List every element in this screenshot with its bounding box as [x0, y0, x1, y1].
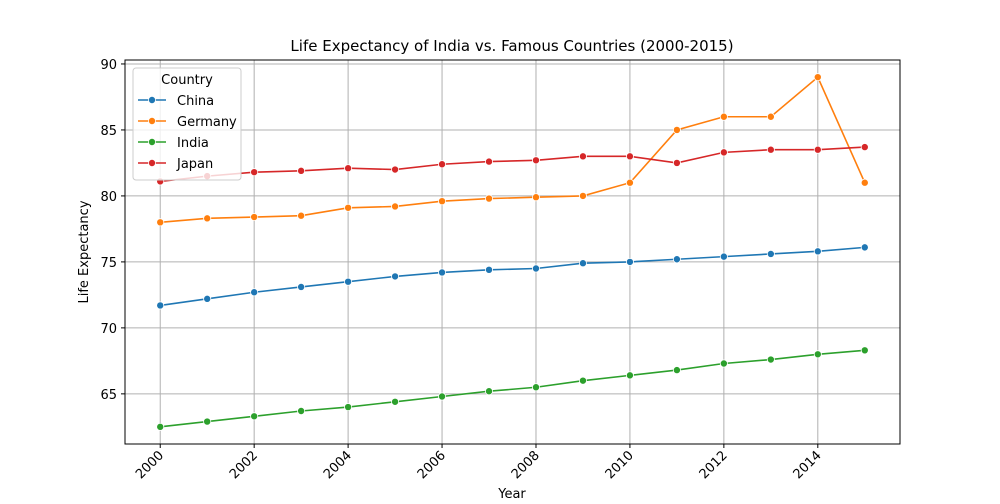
data-point [813, 350, 822, 359]
data-point [766, 112, 775, 121]
data-point [438, 197, 447, 206]
chart-title: Life Expectancy of India vs. Famous Coun… [290, 37, 733, 55]
legend-label: India [177, 136, 209, 151]
x-tick-label: 2010 [603, 448, 637, 482]
y-tick-label: 85 [100, 124, 117, 139]
legend-marker [147, 158, 156, 167]
data-point [860, 243, 869, 252]
data-point [672, 255, 681, 264]
legend-title: Country [161, 73, 213, 88]
data-point [719, 359, 728, 368]
data-point [485, 387, 494, 396]
x-tick-label: 2000 [133, 448, 167, 482]
data-point [672, 158, 681, 167]
y-tick-label: 90 [100, 58, 117, 73]
data-point [297, 166, 306, 175]
x-tick-label: 2008 [509, 448, 543, 482]
data-point [391, 397, 400, 406]
data-point [578, 376, 587, 385]
data-point [344, 164, 353, 173]
x-tick-label: 2002 [227, 448, 261, 482]
data-point [719, 148, 728, 157]
data-point [766, 145, 775, 154]
data-point [438, 392, 447, 401]
x-tick-label: 2006 [415, 448, 449, 482]
data-point [344, 403, 353, 412]
legend-box [132, 67, 242, 181]
data-point [344, 277, 353, 286]
data-point [578, 259, 587, 268]
y-tick-label: 75 [100, 256, 117, 271]
y-axis-label: Life Expectancy [77, 200, 92, 303]
data-point [297, 407, 306, 416]
data-point [813, 73, 822, 82]
y-tick-label: 65 [100, 388, 117, 403]
legend-label: Germany [177, 115, 237, 130]
data-point [203, 417, 212, 426]
data-point [625, 257, 634, 266]
data-point [250, 288, 259, 297]
data-point [578, 152, 587, 161]
legend-label: Japan [176, 157, 213, 172]
x-tick-label: 2004 [321, 448, 355, 482]
data-point [391, 202, 400, 211]
data-point [672, 366, 681, 375]
data-point [766, 355, 775, 364]
data-point [531, 383, 540, 392]
data-point [719, 112, 728, 121]
legend-marker [147, 96, 156, 105]
data-point [719, 252, 728, 261]
data-point [625, 152, 634, 161]
x-axis-label: Year [497, 487, 526, 500]
data-point [156, 218, 165, 227]
data-point [860, 143, 869, 152]
series-line [160, 146, 865, 183]
data-point [485, 265, 494, 274]
y-tick-label: 70 [100, 322, 117, 337]
data-point [485, 194, 494, 203]
data-point [250, 412, 259, 421]
data-point [813, 145, 822, 154]
data-point [250, 168, 259, 177]
data-point [203, 214, 212, 223]
data-point [438, 160, 447, 169]
data-point [860, 346, 869, 355]
series-line [160, 349, 865, 428]
data-point [391, 272, 400, 281]
data-point [531, 264, 540, 273]
data-point [672, 125, 681, 134]
legend-label: China [177, 94, 214, 109]
data-point [297, 211, 306, 220]
plot-frame [124, 59, 901, 445]
legend-marker [147, 137, 156, 146]
data-point [531, 193, 540, 202]
legend-marker [147, 117, 156, 126]
data-point [625, 371, 634, 380]
data-point [860, 178, 869, 187]
data-point [344, 203, 353, 212]
y-tick-label: 80 [100, 190, 117, 205]
data-point [156, 422, 165, 431]
data-point [391, 165, 400, 174]
data-point [250, 213, 259, 222]
data-point [438, 268, 447, 277]
data-point [156, 301, 165, 310]
series-line [160, 75, 866, 224]
data-point [813, 247, 822, 256]
data-point [297, 282, 306, 291]
x-tick-label: 2012 [697, 448, 731, 482]
data-point [203, 294, 212, 303]
x-tick-label: 2014 [791, 448, 825, 482]
data-point [625, 178, 634, 187]
data-point [485, 157, 494, 166]
data-point [578, 191, 587, 200]
data-point [531, 156, 540, 165]
legend: Country China Germany India Japan [132, 67, 242, 181]
data-point [766, 249, 775, 258]
series-line [160, 246, 865, 307]
